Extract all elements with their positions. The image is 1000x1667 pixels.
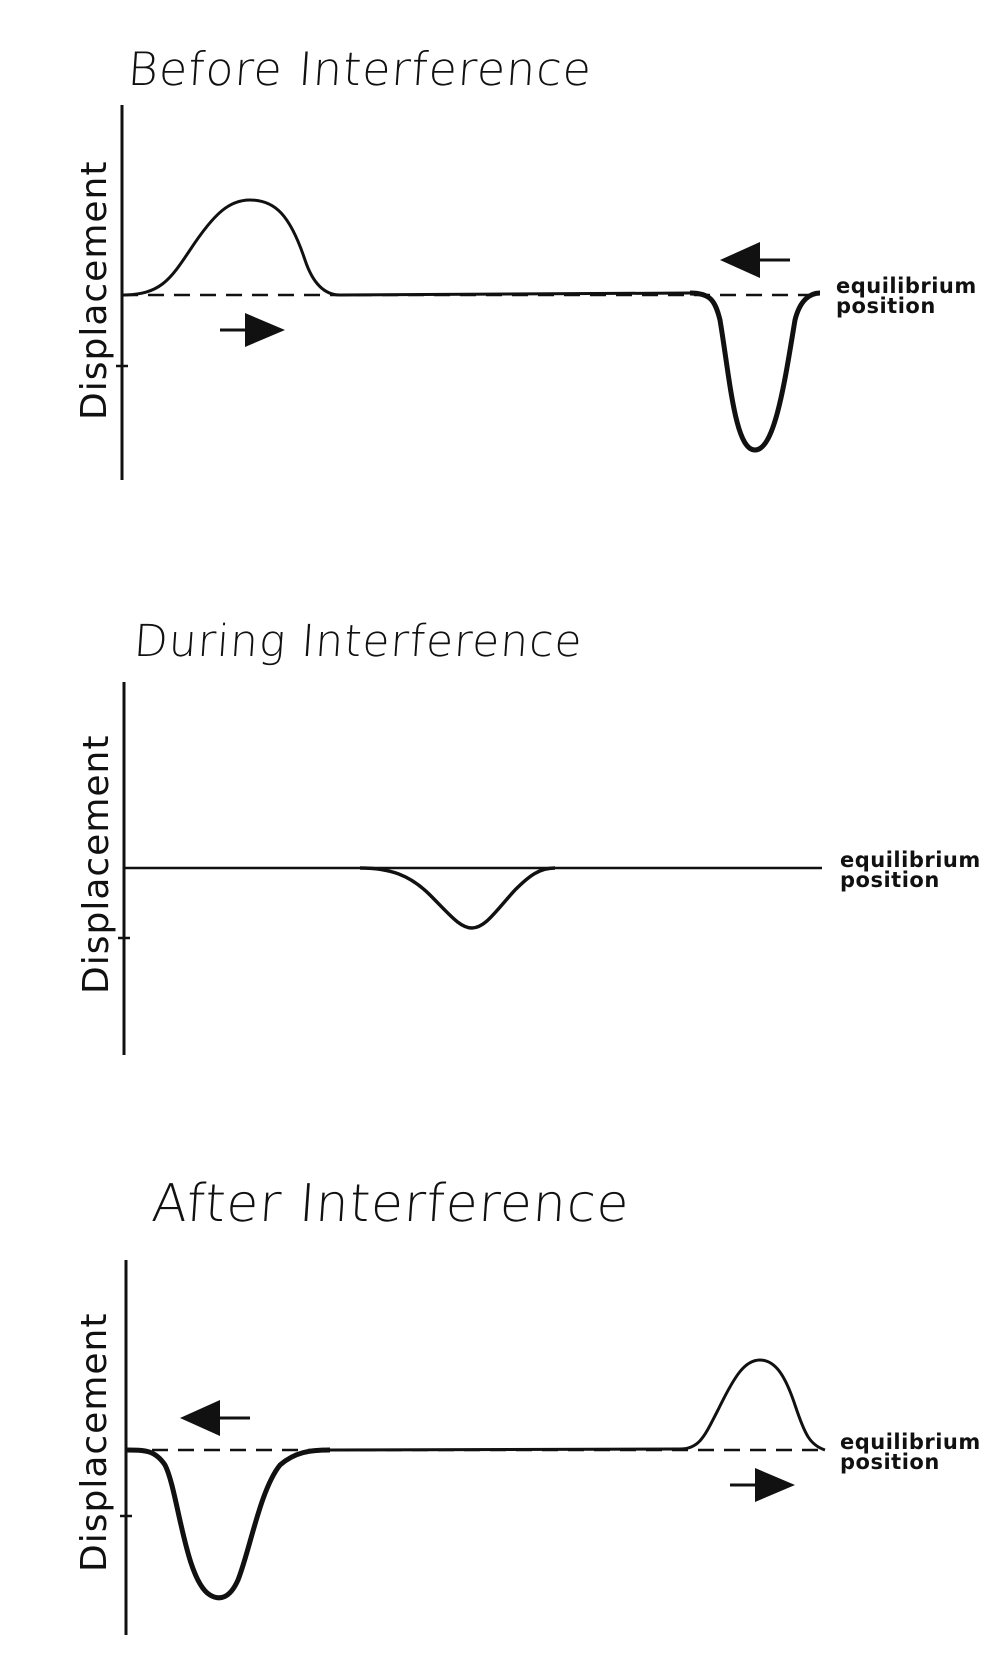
panel-before: Before Interference Displacement equilib…	[0, 0, 1000, 480]
wave-diagram	[118, 682, 822, 1055]
upward-pulse	[121, 198, 691, 297]
downward-pulse	[689, 290, 821, 453]
arrow-right-icon	[220, 313, 285, 347]
resultant-pulse	[359, 866, 556, 930]
wave-diagram	[120, 1260, 826, 1635]
panel-after: After Interference Displacement equilibr…	[0, 1174, 1000, 1667]
equilibrium-label-line1: equilibrium	[836, 274, 977, 298]
equilibrium-label: equilibrium position	[836, 274, 977, 318]
equilibrium-label: equilibrium position	[840, 1430, 981, 1474]
wave-diagram	[116, 105, 821, 480]
panel-during: During Interference Displacement equilib…	[0, 600, 1000, 1060]
equilibrium-label-line1: equilibrium	[840, 1430, 981, 1454]
arrow-right-icon	[730, 1468, 795, 1502]
equilibrium-label-line2: position	[840, 1450, 940, 1474]
upward-pulse	[329, 1358, 826, 1452]
equilibrium-label-line1: equilibrium	[840, 848, 981, 872]
downward-pulse	[125, 1447, 331, 1601]
arrow-left-icon	[180, 1400, 250, 1436]
arrow-left-icon	[720, 242, 790, 278]
equilibrium-label-line2: position	[840, 868, 940, 892]
equilibrium-label: equilibrium position	[840, 848, 981, 892]
equilibrium-label-line2: position	[836, 294, 936, 318]
